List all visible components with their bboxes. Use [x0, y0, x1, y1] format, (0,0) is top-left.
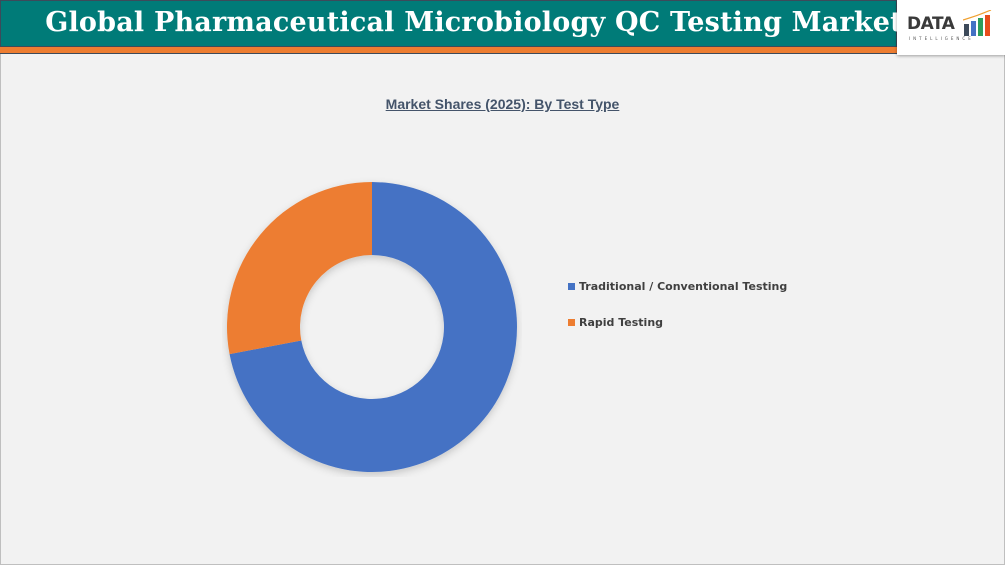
legend-swatch-blue: [568, 282, 575, 290]
legend-label: Traditional / Conventional Testing: [579, 279, 788, 293]
header-accent-stripe: [0, 47, 897, 54]
page-title: Global Pharmaceutical Microbiology QC Te…: [45, 7, 903, 38]
legend-item-traditional: Traditional / Conventional Testing: [568, 278, 787, 294]
bar-chart-logo-icon: [963, 10, 992, 36]
legend-label: Rapid Testing: [579, 315, 664, 329]
chart-legend: Traditional / Conventional Testing Rapid…: [568, 278, 787, 350]
logo-text: DATA: [907, 14, 955, 34]
donut-chart: [227, 182, 517, 472]
chart-title: Market Shares (2025): By Test Type: [385, 96, 620, 112]
logo: DATA INTELLIGENCE: [897, 0, 1005, 55]
header-bar: [0, 0, 897, 47]
logo-subtext: INTELLIGENCE: [909, 36, 974, 41]
legend-item-rapid: Rapid Testing: [568, 314, 787, 330]
donut-slice-traditional: [229, 182, 517, 472]
donut-slice-rapid: [227, 182, 372, 355]
legend-swatch-orange: [568, 318, 575, 326]
